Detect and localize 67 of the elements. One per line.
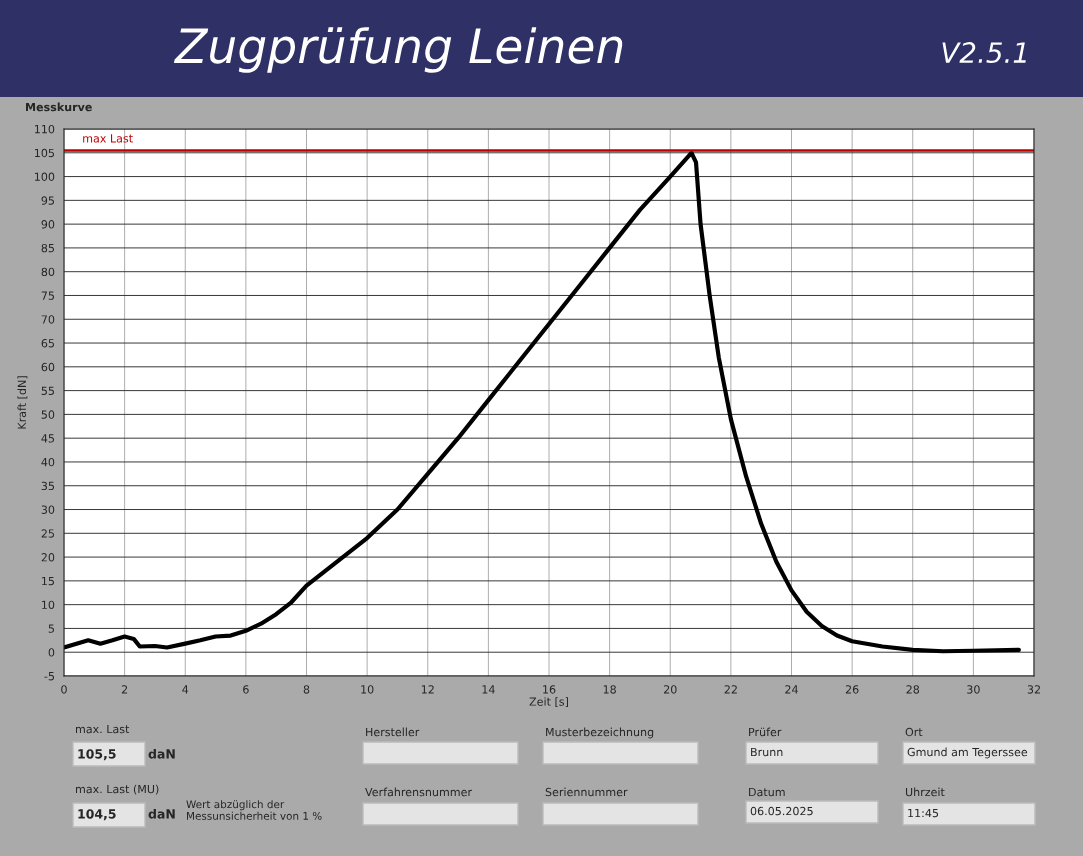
y-tick-label: 95 xyxy=(41,196,54,205)
y-tick-label: 55 xyxy=(41,386,54,395)
y-tick-label: 45 xyxy=(41,434,54,443)
y-tick-label: -5 xyxy=(44,672,54,681)
text: Seriennummer xyxy=(545,787,628,797)
x-tick-label: 22 xyxy=(724,685,737,694)
x-tick-label: 32 xyxy=(1027,685,1040,694)
x-tick-label: 12 xyxy=(421,685,434,694)
text: daN xyxy=(148,808,175,819)
text: 11:45 xyxy=(908,808,939,818)
x-tick-label: 10 xyxy=(361,685,374,694)
x-tick-label: 16 xyxy=(543,685,556,694)
chart-title: Zugprüfung Leinen xyxy=(173,27,623,73)
x-tick-label: 4 xyxy=(182,685,189,694)
y-tick-label: 35 xyxy=(41,481,54,491)
text: Prüfer xyxy=(749,727,782,737)
y-tick-label: 110 xyxy=(34,124,55,134)
y-tick-label: 75 xyxy=(41,291,54,300)
text: 104,5 xyxy=(78,809,116,821)
line-series xyxy=(64,150,1021,654)
y-tick-label: 30 xyxy=(41,505,55,514)
y-tick-label: 15 xyxy=(42,576,54,586)
x-tick-label: 14 xyxy=(482,685,495,694)
text: Datum xyxy=(749,787,785,797)
ref-line-label: max Last xyxy=(83,134,133,143)
x-tick-label: 30 xyxy=(967,685,980,694)
text: Brunn xyxy=(751,747,783,757)
y-tick-label: 0 xyxy=(48,648,55,657)
x-tick-label: 8 xyxy=(303,685,310,694)
y-tick-label: 65 xyxy=(41,339,54,348)
text: 06.05.2025 xyxy=(750,806,813,816)
text: max. Last xyxy=(76,724,130,734)
text: Verfahrensnummer xyxy=(365,787,473,797)
y-tick-label: 40 xyxy=(41,457,55,467)
text: Ort xyxy=(905,727,923,737)
y-tick-label: 85 xyxy=(41,243,54,253)
text: Wert abzüglich der Messunsicherheit von 1 % xyxy=(186,800,322,820)
y-tick-label: 100 xyxy=(34,172,55,181)
y-tick-label: 80 xyxy=(41,267,55,277)
y-tick-label: 25 xyxy=(41,529,54,538)
y-tick-label: 20 xyxy=(41,553,55,562)
y-axis-title: Kraft [dN] xyxy=(17,376,28,429)
text: Musterbezeichnung xyxy=(546,727,654,739)
y-tick-label: 105 xyxy=(34,148,54,158)
y-tick-label: 70 xyxy=(41,315,55,324)
text: max. Last (MU) xyxy=(76,784,159,795)
text: Gmund am Tegerssee xyxy=(907,747,1028,759)
x-tick-label: 18 xyxy=(603,685,616,694)
chart-subtitle: V2.5.1 xyxy=(942,42,1026,64)
text: Hersteller xyxy=(366,727,420,737)
x-tick-label: 26 xyxy=(845,685,859,694)
y-tick-label: 50 xyxy=(41,410,55,419)
x-tick-label: 2 xyxy=(121,685,128,694)
x-tick-label: 20 xyxy=(663,685,677,694)
text: 105,5 xyxy=(78,749,116,761)
y-tick-label: 5 xyxy=(48,624,54,633)
y-tick-label: 10 xyxy=(42,600,55,610)
x-tick-label: 24 xyxy=(785,685,798,694)
y-tick-label: 60 xyxy=(41,362,55,372)
x-tick-label: 28 xyxy=(906,685,920,694)
text: Uhrzeit xyxy=(905,787,945,797)
x-axis-title: Zeit [s] xyxy=(529,697,568,708)
x-tick-label: 0 xyxy=(61,685,67,694)
text: Messkurve xyxy=(26,102,92,112)
text: daN xyxy=(148,748,175,759)
y-tick-label: 90 xyxy=(41,220,55,229)
x-tick-label: 6 xyxy=(243,685,249,694)
